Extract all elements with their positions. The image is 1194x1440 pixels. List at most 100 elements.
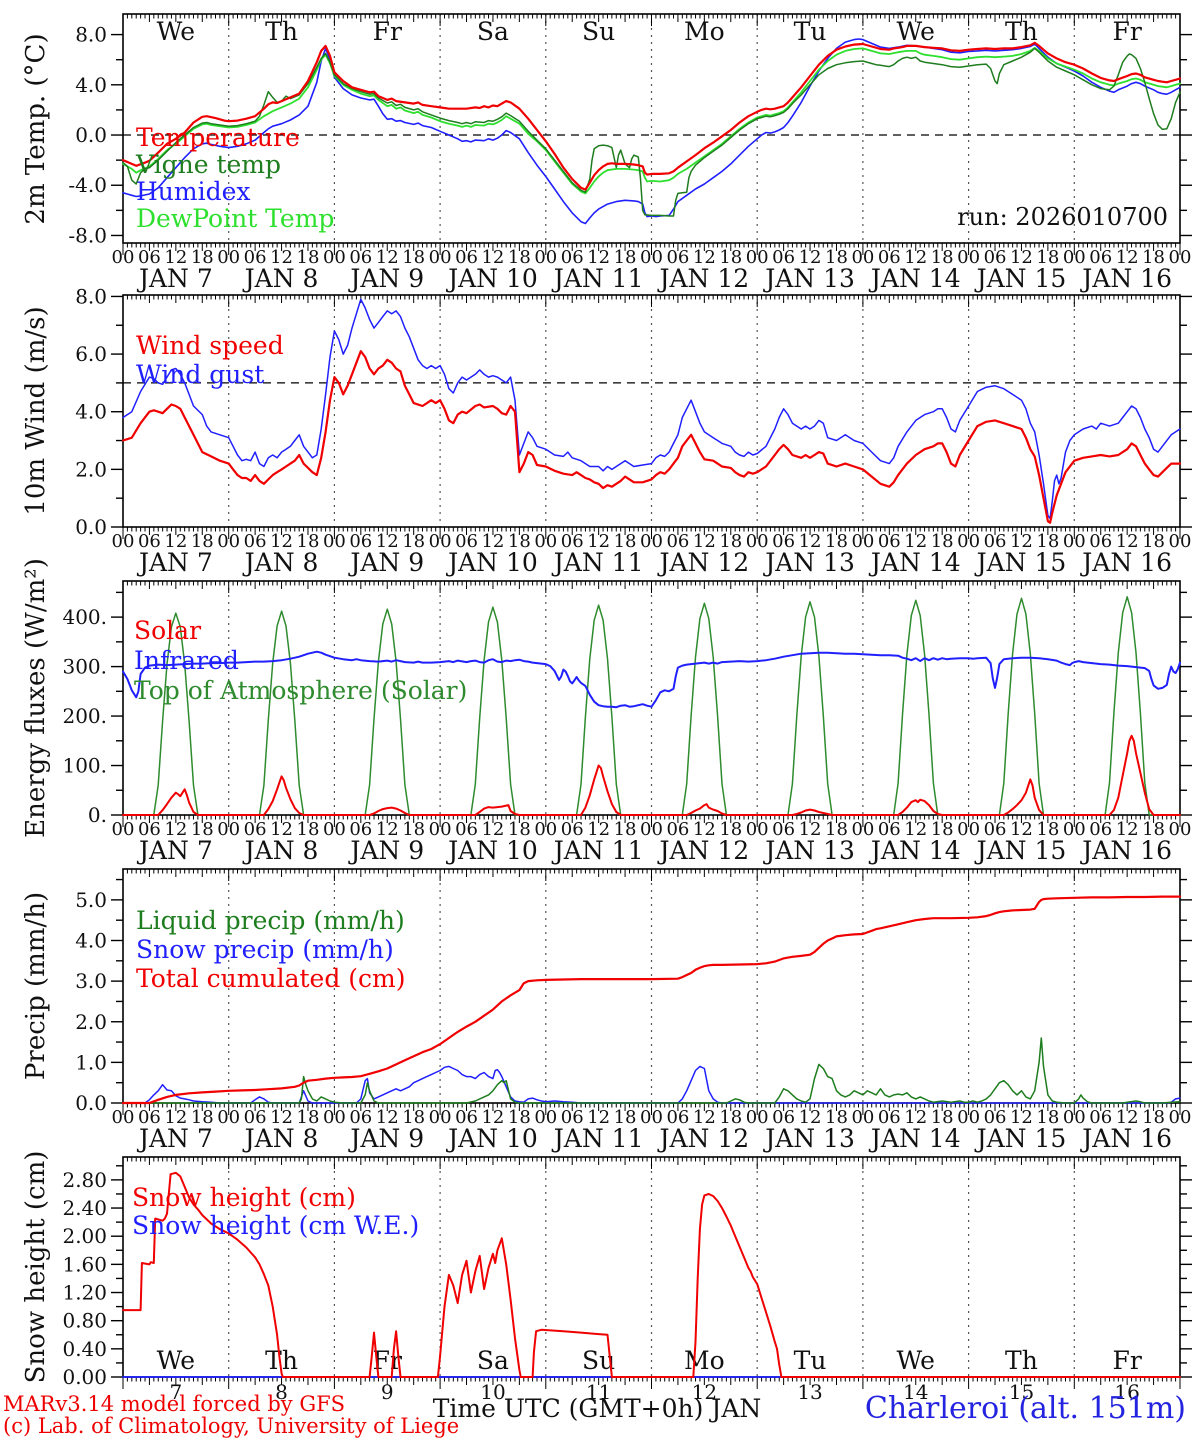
day-caption: JAN 15 [974,836,1067,865]
day-caption: JAN 15 [974,264,1067,293]
day-caption: JAN 8 [242,264,319,293]
hour-label: 18 [719,531,742,552]
legend-item: DewPoint Temp [136,204,335,233]
day-caption: JAN 7 [136,264,213,293]
legend-energy-panel: Solar Infrared Top of Atmosphere (Solar) [134,616,467,706]
y-tick-label: 1.60 [62,1252,107,1276]
hour-label: 18 [931,247,954,268]
wind-speed-series [121,350,1182,524]
y-tick-label: 0. [88,803,107,827]
vigne-temp-series [122,47,1181,217]
day-number-label: 9 [381,1380,394,1404]
y-tick-label: 0.00 [62,1365,107,1389]
day-number-label: 15 [1009,1380,1034,1404]
hour-label: 12 [693,1107,716,1128]
hour-label: 18 [719,247,742,268]
y-tick-label: 300. [62,655,107,679]
day-caption: JAN 8 [242,548,319,577]
hour-label: 12 [1010,247,1033,268]
hour-label: 00 [429,247,452,268]
hour-label: 06 [138,819,161,840]
y-tick-label: -8.0 [68,223,107,247]
hour-label: 06 [349,531,372,552]
hour-label: 00 [1063,1107,1086,1128]
y-tick-label: 200. [62,704,107,728]
day-caption: JAN 12 [656,548,749,577]
weekday-label: We [897,17,935,46]
x-axis-title: Time UTC (GMT+0h) JAN [432,1394,762,1423]
hour-label: 06 [878,247,901,268]
y-tick-label: 8.0 [75,284,107,308]
day-caption: JAN 11 [551,1124,644,1153]
day-caption: JAN 11 [551,264,644,293]
day-caption: JAN 12 [656,1124,749,1153]
hour-label: 00 [217,247,240,268]
day-number-label: 16 [1114,1380,1139,1404]
hour-label: 12 [270,1107,293,1128]
hour-label: 18 [719,1107,742,1128]
hour-label: 06 [561,819,584,840]
hour-label: 00 [112,247,135,268]
hour-label: 00 [217,531,240,552]
y-tick-label: 2.00 [62,1224,107,1248]
day-number-label: 13 [797,1380,822,1404]
hour-label: 00 [1063,819,1086,840]
y-tick-label: 100. [62,754,107,778]
hour-label: 18 [825,531,848,552]
hour-label: 00 [429,531,452,552]
hour-label: 06 [666,1107,689,1128]
y-tick-label: 2.0 [75,1010,107,1034]
hour-label: 06 [984,531,1007,552]
y-tick-label: 0.40 [62,1337,107,1361]
snow-precip-series [122,1065,1181,1104]
day-caption: JAN 10 [445,836,538,865]
hour-label: 12 [164,247,187,268]
hour-label: 12 [904,1107,927,1128]
hour-label: 06 [455,531,478,552]
hour-label: 00 [957,247,980,268]
temperature-series [121,41,1182,191]
hour-label: 00 [746,819,769,840]
run-label: run: 2026010700 [957,203,1168,231]
day-caption: JAN 13 [762,836,855,865]
hour-label: 06 [138,247,161,268]
hour-label: 00 [640,531,663,552]
hour-label: 00 [1169,247,1192,268]
hour-label: 06 [561,1107,584,1128]
y-axis-title-precip: Precip (mm/h) [21,891,51,1081]
legend-wind-panel: Wind speed Wind gust [136,331,284,389]
hour-label: 12 [164,1107,187,1128]
y-axis-title-temperature: 2m Temp. (°C) [21,32,51,225]
hour-label: 00 [534,247,557,268]
plot-frame [122,13,1181,244]
model-credit: MARv3.14 model forced by GFS [3,1392,346,1416]
hour-label: 00 [217,819,240,840]
hour-label: 00 [429,1107,452,1128]
hour-label: 18 [931,531,954,552]
y-tick-label: 1.20 [62,1281,107,1305]
hour-label: 12 [1010,531,1033,552]
day-caption: JAN 16 [1079,836,1172,865]
hour-label: 12 [904,531,927,552]
hour-label: 18 [931,819,954,840]
hour-label: 18 [1036,531,1059,552]
hour-label: 18 [508,531,531,552]
day-caption: JAN 7 [136,836,213,865]
hour-label: 12 [270,247,293,268]
plot-frame [122,294,1181,528]
hour-label: 06 [244,247,267,268]
hour-label: 12 [904,819,927,840]
panel-snow-height: 0.00 0.40 0.80 1.20 1.60 2.00 2.40 2.80 7 8 9 10 11 1… [62,1156,1192,1404]
weekday-label: Tu [794,1346,827,1375]
hour-label: 06 [1089,247,1112,268]
legend-item: Top of Atmosphere (Solar) [134,676,468,705]
hour-label: 06 [666,531,689,552]
hour-label: 00 [851,1107,874,1128]
hour-label: 18 [191,1107,214,1128]
hour-label: 12 [1116,1107,1139,1128]
day-caption: JAN 13 [762,548,855,577]
y-axis-title-snow-height: Snow height (cm) [21,1150,51,1384]
hour-label: 00 [640,247,663,268]
hour-label: 12 [1010,819,1033,840]
